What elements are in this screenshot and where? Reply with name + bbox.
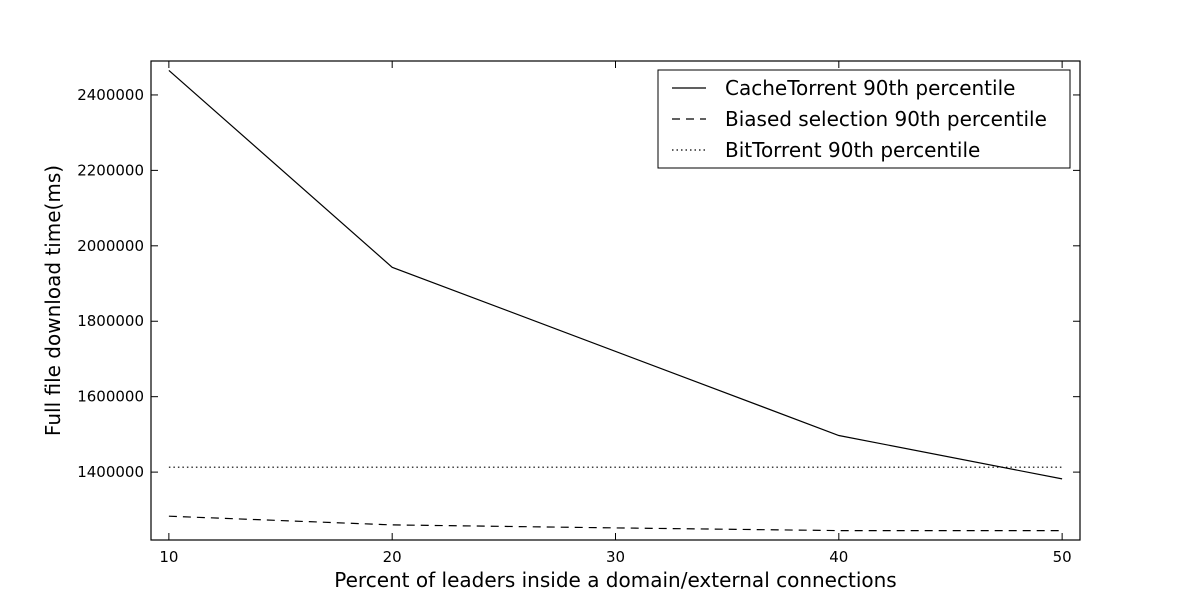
x-tick-label: 20	[383, 548, 402, 566]
legend-label: CacheTorrent 90th percentile	[725, 76, 1015, 100]
series-layer	[168, 69, 1063, 532]
y-tick-label: 2200000	[77, 161, 144, 179]
y-tick-label: 2000000	[77, 237, 144, 255]
x-tick-label: 30	[606, 548, 625, 566]
tick-layer: 10 20 30 40 50 1400000 1600000 1800000 2000000 22…	[77, 61, 1080, 566]
series-line-2	[168, 515, 1063, 532]
y-axis-label: Full file download time(ms)	[41, 165, 65, 436]
legend-label: BitTorrent 90th percentile	[725, 138, 980, 162]
y-tick-label: 1800000	[77, 312, 144, 330]
x-tick-label: 10	[159, 548, 178, 566]
legend-box	[657, 69, 1071, 169]
y-tick-label: 1600000	[77, 388, 144, 406]
x-tick-label: 40	[829, 548, 848, 566]
y-tick-label: 1400000	[77, 463, 144, 481]
series-line-1	[168, 69, 1063, 480]
x-tick-label: 50	[1053, 548, 1072, 566]
y-tick-label: 2400000	[77, 86, 144, 104]
legend: CacheTorrent 90th percentile Biased selec…	[657, 69, 1071, 169]
x-axis-label: Percent of leaders inside a domain/exter…	[334, 568, 896, 592]
legend-label: Biased selection 90th percentile	[725, 107, 1047, 131]
